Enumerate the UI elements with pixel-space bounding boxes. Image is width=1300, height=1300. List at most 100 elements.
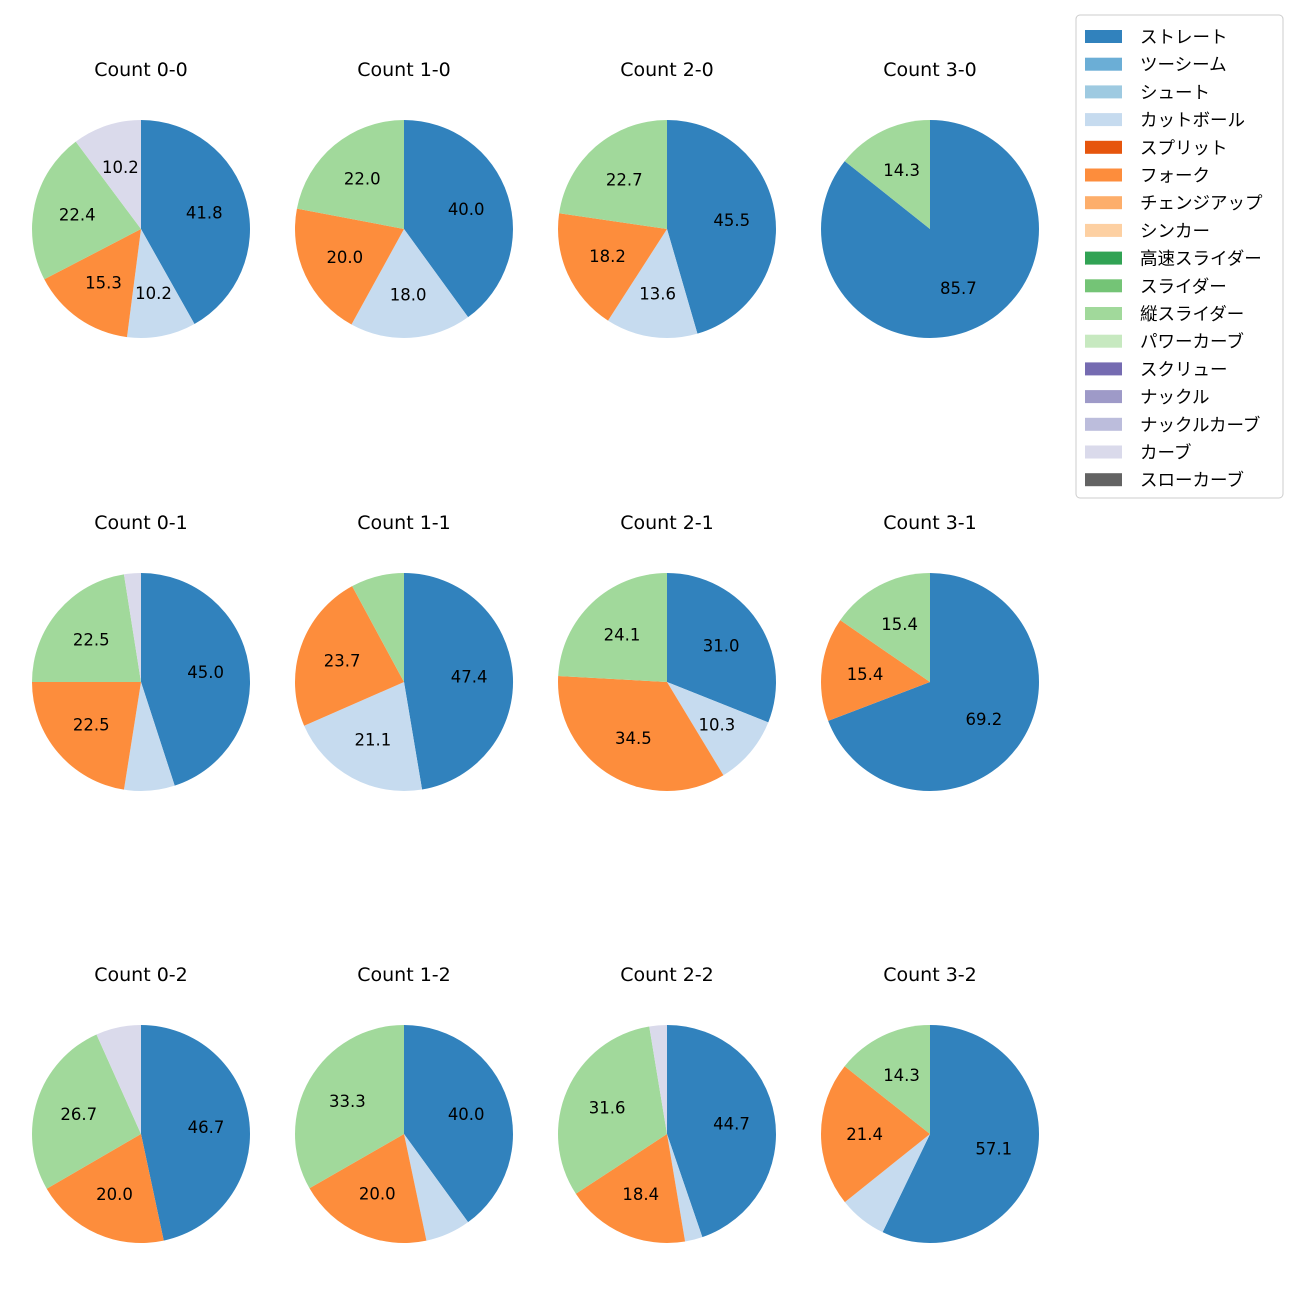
legend-label: パワーカーブ bbox=[1140, 332, 1244, 353]
pie-count-3-2: Count 3-2 57.1 21.4 14.3 bbox=[820, 964, 1040, 1243]
pie-count-2-1: Count 2-1 31.0 10.3 34.5 24.1 bbox=[558, 512, 777, 791]
legend-label: スライダー bbox=[1140, 277, 1227, 297]
pie-slice bbox=[828, 573, 1040, 791]
slice-label: 21.4 bbox=[846, 1125, 883, 1144]
slice-label: 15.4 bbox=[847, 665, 884, 684]
slice-label: 40.0 bbox=[448, 1105, 485, 1124]
pie-slice bbox=[32, 574, 141, 682]
pie-count-3-1: Count 3-1 69.2 15.4 15.4 bbox=[820, 512, 1040, 791]
pie-slice bbox=[96, 1025, 141, 1134]
pie-slice bbox=[141, 1025, 251, 1241]
legend-item: ナックル bbox=[1085, 388, 1209, 408]
slice-label: 34.5 bbox=[615, 729, 652, 748]
slice-label: 10.3 bbox=[699, 715, 736, 734]
slice-label: 22.5 bbox=[73, 715, 110, 734]
pie-slice bbox=[882, 1025, 1040, 1243]
pie-slice bbox=[294, 586, 404, 726]
pie-slice bbox=[296, 120, 404, 229]
slice-label: 14.3 bbox=[883, 1066, 920, 1085]
slice-label: 57.1 bbox=[975, 1140, 1012, 1159]
slice-label: 18.2 bbox=[589, 247, 626, 266]
legend-swatch bbox=[1085, 113, 1122, 127]
pie-slice bbox=[840, 573, 930, 682]
pie-count-3-0: Count 3-0 85.7 14.3 bbox=[821, 59, 1040, 338]
pie-slice bbox=[667, 682, 769, 776]
legend-label: ナックルカーブ bbox=[1140, 415, 1260, 436]
legend-swatch bbox=[1085, 85, 1122, 99]
legend-item: 縦スライダー bbox=[1085, 305, 1244, 325]
pie-slice bbox=[667, 1134, 703, 1242]
legend-item: カーブ bbox=[1085, 443, 1191, 464]
slice-label: 13.6 bbox=[639, 285, 676, 304]
pie-slice bbox=[820, 620, 930, 721]
pie-title: Count 0-2 bbox=[94, 964, 188, 986]
legend-item: スプリット bbox=[1085, 139, 1228, 159]
pie-slice bbox=[351, 229, 469, 339]
pie-slice bbox=[608, 229, 698, 338]
legend-label: ナックル bbox=[1140, 388, 1209, 408]
legend-swatch bbox=[1085, 223, 1122, 237]
slice-label: 40.0 bbox=[448, 200, 485, 219]
slice-label: 20.0 bbox=[96, 1185, 133, 1204]
legend-label: チェンジアップ bbox=[1140, 194, 1263, 214]
slice-label: 15.3 bbox=[85, 274, 122, 293]
legend-swatch bbox=[1085, 30, 1122, 43]
pie-title: Count 1-0 bbox=[357, 59, 451, 81]
legend-swatch bbox=[1085, 307, 1122, 320]
legend-item: ストレート bbox=[1085, 28, 1228, 48]
pie-slice bbox=[46, 1134, 164, 1244]
legend-item: シュート bbox=[1085, 83, 1210, 103]
pie-slice bbox=[667, 120, 776, 334]
legend-label: カットボール bbox=[1140, 111, 1245, 131]
pie-count-0-0: Count 0-0 41.8 10.2 15.3 22.4 10.2 bbox=[32, 59, 251, 339]
legend-item: ツーシーム bbox=[1085, 56, 1227, 76]
legend-swatch bbox=[1085, 334, 1122, 348]
pie-slice bbox=[404, 1025, 513, 1223]
pie-title: Count 0-1 bbox=[94, 512, 188, 534]
pie-slice bbox=[141, 120, 251, 324]
pie-count-1-0: Count 1-0 40.0 18.0 20.0 22.0 bbox=[294, 59, 513, 339]
pie-slice bbox=[123, 682, 175, 792]
pie-slice bbox=[32, 141, 141, 280]
legend-frame bbox=[1075, 14, 1284, 499]
pie-slice bbox=[559, 120, 667, 229]
legend-label: スローカーブ bbox=[1140, 470, 1244, 491]
legend-item: スローカーブ bbox=[1085, 470, 1244, 491]
pie-slice bbox=[558, 1026, 667, 1194]
slice-label: 85.7 bbox=[940, 279, 977, 298]
pie-slice bbox=[75, 120, 141, 229]
pie-count-0-2: Count 0-2 46.7 20.0 26.7 bbox=[32, 964, 251, 1244]
pie-count-2-2: Count 2-2 44.7 18.4 31.6 bbox=[558, 964, 776, 1243]
pie-slice bbox=[844, 1025, 930, 1134]
slice-label: 23.7 bbox=[324, 652, 361, 671]
slice-label: 22.4 bbox=[59, 205, 96, 224]
pie-title: Count 0-0 bbox=[94, 59, 188, 81]
pie-slice bbox=[558, 676, 724, 791]
slice-label: 26.7 bbox=[60, 1105, 97, 1124]
pie-title: Count 1-2 bbox=[357, 964, 451, 986]
legend-swatch bbox=[1085, 168, 1122, 182]
pie-count-2-0: Count 2-0 45.5 13.6 18.2 22.7 bbox=[558, 59, 776, 338]
pie-title: Count 2-1 bbox=[620, 512, 714, 534]
pie-slice bbox=[32, 682, 141, 790]
slice-label: 20.0 bbox=[359, 1185, 396, 1204]
slice-label: 10.2 bbox=[102, 158, 139, 177]
slice-label: 24.1 bbox=[604, 626, 641, 645]
pie-title: Count 3-2 bbox=[883, 964, 977, 986]
slice-label: 41.8 bbox=[186, 203, 223, 222]
legend-label: カーブ bbox=[1140, 443, 1191, 464]
legend-swatch bbox=[1085, 417, 1122, 431]
slice-label: 31.6 bbox=[589, 1099, 626, 1118]
pie-title: Count 2-0 bbox=[620, 59, 714, 81]
pie-slice bbox=[141, 573, 251, 786]
pie-count-0-1: Count 0-1 45.0 22.5 22.5 bbox=[32, 512, 251, 792]
pie-slice bbox=[667, 1025, 776, 1238]
legend-swatch bbox=[1085, 251, 1122, 265]
pie-slice bbox=[404, 1134, 469, 1241]
slice-label: 21.1 bbox=[355, 731, 392, 750]
pie-title: Count 3-1 bbox=[883, 512, 977, 534]
legend-label: スプリット bbox=[1140, 139, 1228, 159]
slice-label: 69.2 bbox=[965, 710, 1002, 729]
legend-label: ツーシーム bbox=[1140, 56, 1227, 76]
